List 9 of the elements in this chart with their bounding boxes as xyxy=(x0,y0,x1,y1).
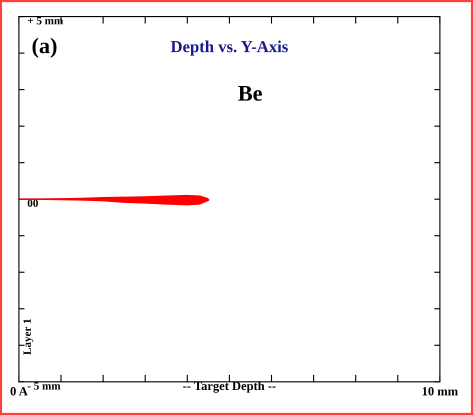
y-tick-label: 00 xyxy=(28,200,38,208)
annotation: (a) xyxy=(32,38,56,58)
x-tick-label: 0 A xyxy=(10,387,28,396)
y-tick-label: - 5 mm xyxy=(28,382,60,390)
annotation: Layer 1 xyxy=(23,319,34,355)
x-axis-title: -- Target Depth -- xyxy=(183,381,276,393)
text: Depth vs. Y-Axis xyxy=(170,40,288,56)
annotation: Be xyxy=(238,86,262,101)
x-tick-label: 10 mm xyxy=(422,387,458,396)
